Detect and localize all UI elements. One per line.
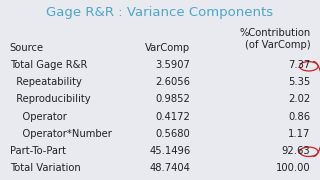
Text: Operator: Operator [10, 112, 67, 122]
Text: 0.5680: 0.5680 [156, 129, 190, 139]
Text: 100.00: 100.00 [276, 163, 310, 173]
Text: %Contribution: %Contribution [239, 28, 310, 38]
Text: 0.4172: 0.4172 [156, 112, 190, 122]
Text: VarComp: VarComp [145, 43, 190, 53]
Text: 0.86: 0.86 [288, 112, 310, 122]
Text: Part-To-Part: Part-To-Part [10, 146, 66, 156]
Text: Source: Source [10, 43, 44, 53]
Text: 7.37: 7.37 [288, 60, 310, 70]
Text: Total Gage R&R: Total Gage R&R [10, 60, 87, 70]
Text: 2.6056: 2.6056 [156, 77, 190, 87]
Text: 92.63: 92.63 [282, 146, 310, 156]
Text: 5.35: 5.35 [288, 77, 310, 87]
Text: Repeatability: Repeatability [10, 77, 82, 87]
Text: 3.5907: 3.5907 [156, 60, 190, 70]
Text: Gage R&R : Variance Components: Gage R&R : Variance Components [46, 6, 274, 19]
Text: 0.9852: 0.9852 [156, 94, 190, 105]
Text: 2.02: 2.02 [288, 94, 310, 105]
Text: (of VarComp): (of VarComp) [245, 40, 310, 51]
Text: Total Variation: Total Variation [10, 163, 80, 173]
Text: 48.7404: 48.7404 [149, 163, 190, 173]
Text: 1.17: 1.17 [288, 129, 310, 139]
Text: 45.1496: 45.1496 [149, 146, 190, 156]
Text: Reproducibility: Reproducibility [10, 94, 90, 105]
Text: Operator*Number: Operator*Number [10, 129, 111, 139]
